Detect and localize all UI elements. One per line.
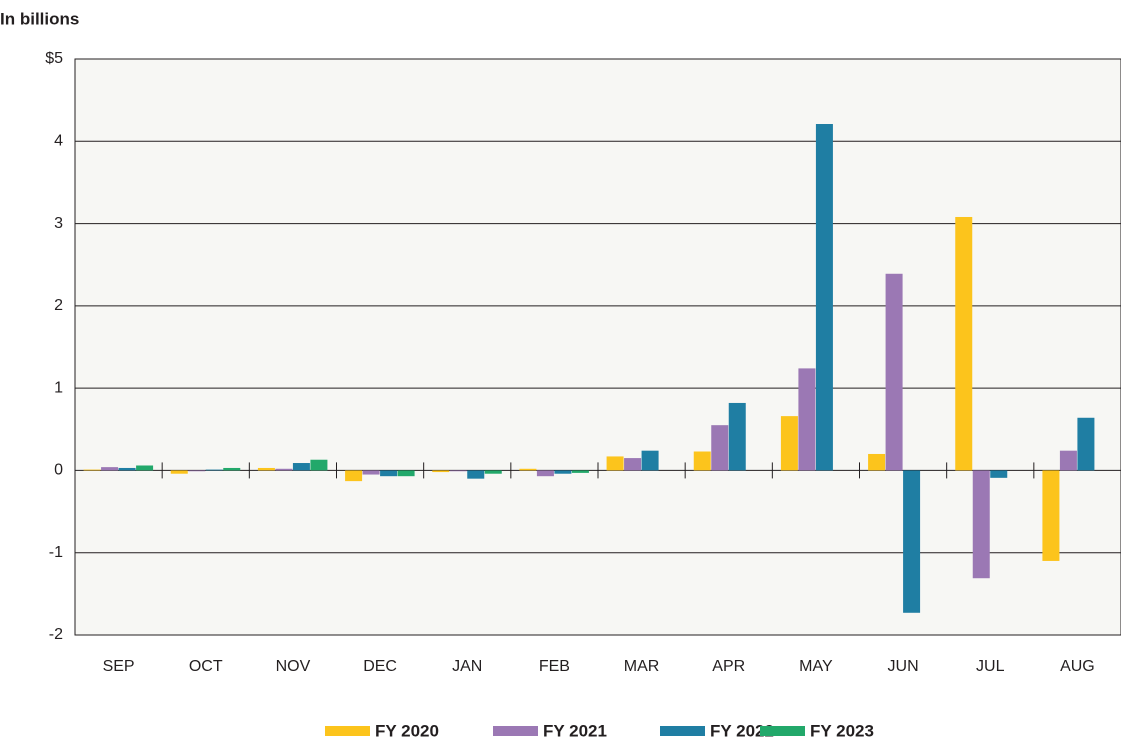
legend-label: FY 2021 [543, 721, 607, 740]
x-tick-label: APR [712, 658, 745, 675]
bar [641, 450, 659, 471]
bar [205, 469, 223, 471]
bar [1042, 470, 1060, 561]
bar [188, 470, 206, 472]
bar [519, 468, 537, 471]
bar [571, 470, 589, 473]
bar [310, 459, 328, 471]
bar [815, 124, 833, 471]
y-tick-label: 0 [54, 462, 63, 479]
legend-swatch [760, 726, 805, 736]
bar [83, 469, 101, 471]
legend-label: FY 2023 [810, 721, 874, 740]
x-tick-label: MAY [799, 658, 833, 675]
x-tick-label: OCT [189, 658, 223, 675]
bar [345, 470, 363, 482]
bar [467, 470, 485, 479]
legend-swatch [493, 726, 538, 736]
bar [170, 470, 188, 474]
legend-label: FY 2022 [710, 721, 774, 740]
bar [728, 402, 746, 471]
bar [449, 470, 467, 472]
x-tick-label: FEB [539, 658, 570, 675]
bar [136, 465, 154, 471]
legend-swatch [325, 726, 370, 736]
y-tick-label: -1 [49, 544, 63, 561]
bar [362, 470, 380, 475]
plot-area [74, 58, 1121, 636]
bar [955, 216, 973, 471]
bar [903, 470, 921, 613]
legend-swatch [660, 726, 705, 736]
bar [536, 470, 554, 477]
y-tick-label: 2 [54, 297, 63, 314]
bar [275, 468, 293, 471]
bar [380, 470, 398, 477]
bar [798, 368, 816, 471]
x-tick-label: SEP [103, 658, 135, 675]
bar [223, 467, 241, 471]
bar [101, 467, 119, 471]
bar [1059, 450, 1077, 471]
x-tick-label: JUN [888, 658, 919, 675]
x-tick-label: MAR [624, 658, 660, 675]
bar [711, 425, 729, 471]
bar [624, 458, 642, 471]
bar [606, 456, 624, 471]
legend-label: FY 2020 [375, 721, 439, 740]
bar [484, 470, 502, 474]
bar [990, 470, 1008, 478]
y-tick-label: -2 [49, 626, 63, 643]
bar [397, 470, 415, 477]
bar [554, 470, 572, 474]
x-tick-label: JUL [976, 658, 1005, 675]
chart-title: In billions [0, 9, 79, 28]
bar [432, 470, 450, 473]
bar [885, 273, 903, 471]
y-tick-label: 1 [54, 379, 63, 396]
bar [972, 470, 990, 579]
y-tick-label: $5 [45, 50, 63, 67]
bar [693, 451, 711, 471]
y-tick-label: 4 [54, 133, 63, 150]
y-tick-label: 3 [54, 215, 63, 232]
bar [868, 453, 886, 471]
bar [257, 467, 275, 471]
bar [1077, 417, 1095, 471]
bar [780, 416, 798, 471]
x-tick-label: NOV [276, 658, 311, 675]
bar [292, 463, 310, 471]
bar [118, 467, 136, 471]
x-tick-label: DEC [363, 658, 397, 675]
x-tick-label: JAN [452, 658, 482, 675]
x-tick-label: AUG [1060, 658, 1095, 675]
